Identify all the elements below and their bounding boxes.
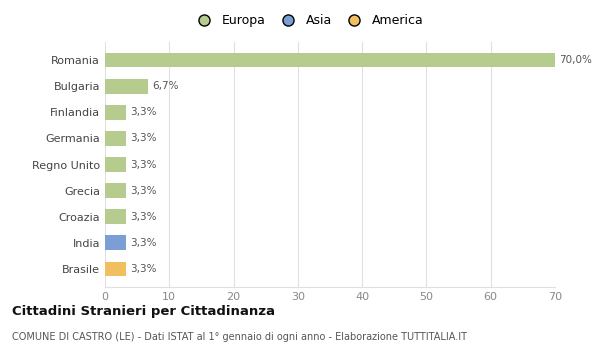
Bar bbox=[105, 105, 126, 120]
Text: 3,3%: 3,3% bbox=[130, 160, 157, 169]
Bar bbox=[105, 236, 126, 250]
Bar bbox=[105, 79, 148, 93]
Text: 3,3%: 3,3% bbox=[130, 107, 157, 117]
Text: 3,3%: 3,3% bbox=[130, 238, 157, 248]
Bar bbox=[105, 183, 126, 198]
Text: 3,3%: 3,3% bbox=[130, 212, 157, 222]
Text: Cittadini Stranieri per Cittadinanza: Cittadini Stranieri per Cittadinanza bbox=[12, 304, 275, 317]
Text: 70,0%: 70,0% bbox=[559, 55, 592, 65]
Bar bbox=[105, 53, 555, 68]
Bar bbox=[105, 131, 126, 146]
Text: 3,3%: 3,3% bbox=[130, 186, 157, 196]
Bar bbox=[105, 209, 126, 224]
Text: 3,3%: 3,3% bbox=[130, 264, 157, 274]
Bar bbox=[105, 261, 126, 276]
Legend: Europa, Asia, America: Europa, Asia, America bbox=[188, 10, 427, 31]
Text: 6,7%: 6,7% bbox=[152, 81, 178, 91]
Bar bbox=[105, 158, 126, 172]
Text: 3,3%: 3,3% bbox=[130, 133, 157, 143]
Text: COMUNE DI CASTRO (LE) - Dati ISTAT al 1° gennaio di ogni anno - Elaborazione TUT: COMUNE DI CASTRO (LE) - Dati ISTAT al 1°… bbox=[12, 332, 467, 343]
